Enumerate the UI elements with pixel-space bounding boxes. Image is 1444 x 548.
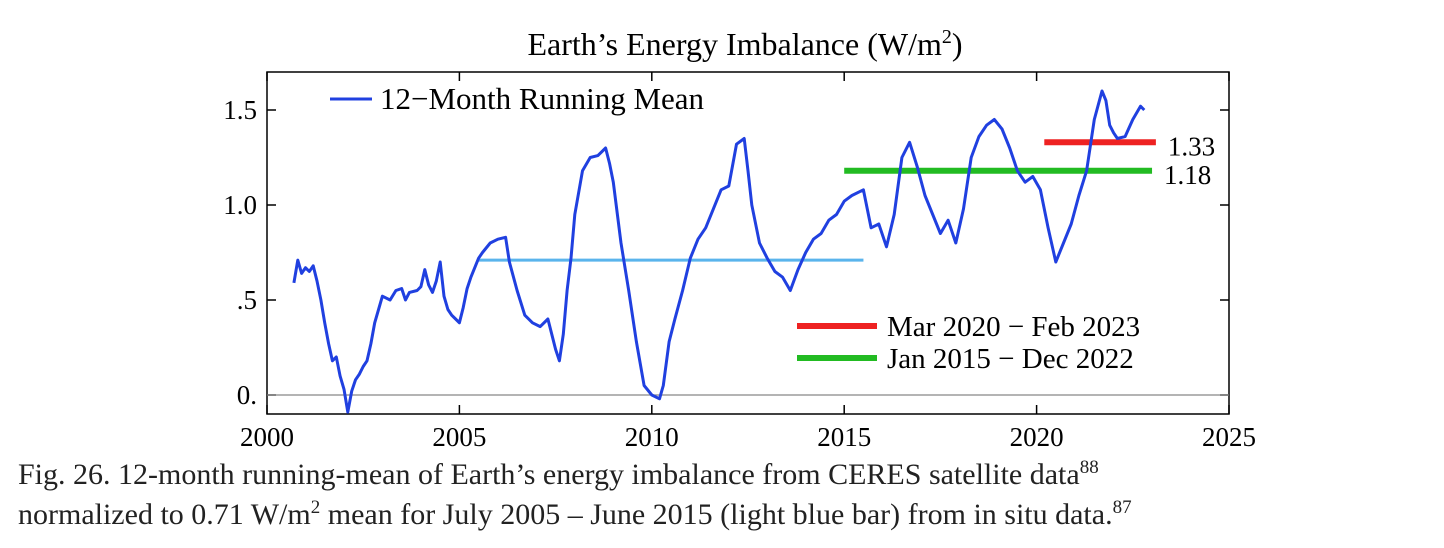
legend-label-period: Jan 2015 − Dec 2022 xyxy=(887,343,1134,375)
series-line-12-month-running-mean xyxy=(292,89,1146,414)
y-tick-label: 0. xyxy=(237,380,257,410)
caption-line-1: Fig. 26. 12-month running-mean of Earth’… xyxy=(18,455,1428,495)
y-tick-label: 1.5 xyxy=(223,95,257,125)
x-tick-label: 2025 xyxy=(1202,422,1256,450)
chart-title: Earth’s Energy Imbalance (W/m2) xyxy=(527,26,962,62)
y-tick-labels: 0. .5 1.0 1.5 xyxy=(223,95,257,410)
caption-line1-text: Fig. 26. 12-month running-mean of Earth’… xyxy=(18,458,1080,491)
x-tick-label: 2005 xyxy=(432,422,486,450)
legend-label-period: Mar 2020 − Feb 2023 xyxy=(887,311,1140,343)
green-bar-label: 1.18 xyxy=(1164,160,1211,190)
x-tick-label: 2000 xyxy=(240,422,294,450)
reference-bar-labels: 1.181.33 xyxy=(1164,131,1215,190)
energy-imbalance-chart: Earth’s Energy Imbalance (W/m2) 2000 2005… xyxy=(223,26,1256,450)
caption-unit-sup: 2 xyxy=(310,497,321,518)
chart-title-sup: 2 xyxy=(942,26,952,48)
figure-caption: Fig. 26. 12-month running-mean of Earth’… xyxy=(18,455,1428,535)
x-tick-label: 2010 xyxy=(625,422,679,450)
chart-title-end: ) xyxy=(952,26,963,62)
caption-line2-post: mean for July 2005 – June 2015 (light bl… xyxy=(320,498,1113,531)
caption-ref-88: 88 xyxy=(1079,457,1099,478)
legend-running-mean: 12−Month Running Mean xyxy=(330,81,705,116)
plot-frame xyxy=(266,71,1230,415)
legend-label-running-mean: 12−Month Running Mean xyxy=(380,81,705,116)
y-tick-label: 1.0 xyxy=(223,190,257,220)
x-tick-label: 2015 xyxy=(817,422,871,450)
x-tick-labels: 2000 2005 2010 2015 2020 2025 xyxy=(240,422,1256,450)
caption-line-2: normalized to 0.71 W/m2 mean for July 20… xyxy=(18,495,1428,535)
y-tick-label: .5 xyxy=(237,285,257,315)
caption-ref-87: 87 xyxy=(1112,497,1132,518)
caption-line2-pre: normalized to 0.71 W/m xyxy=(18,498,311,531)
x-tick-label: 2020 xyxy=(1010,422,1064,450)
chart-title-main: Earth’s Energy Imbalance (W/m xyxy=(527,26,941,62)
reference-bars xyxy=(478,139,1156,262)
red-bar-label: 1.33 xyxy=(1168,131,1215,161)
